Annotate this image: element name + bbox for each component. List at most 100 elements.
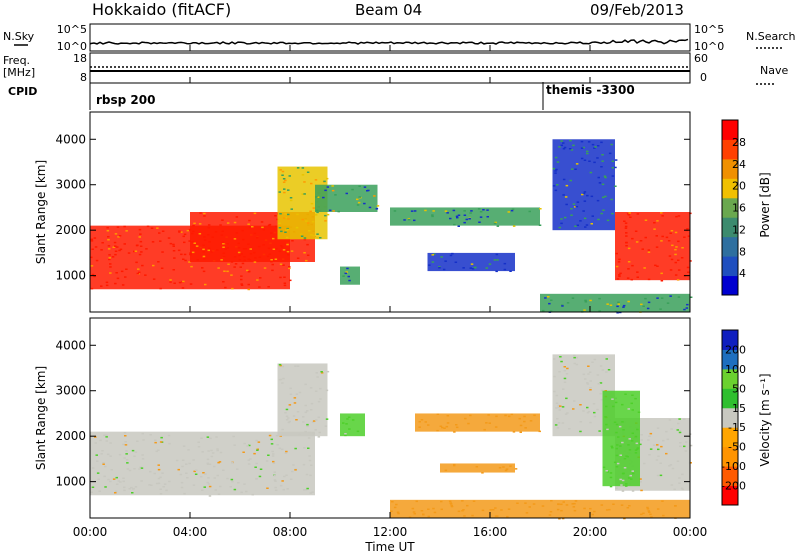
heatmap-speck [686, 266, 690, 269]
colorbar-tick-label: -15 [728, 421, 746, 434]
heatmap-speck [274, 258, 278, 260]
heatmap-speck [133, 468, 136, 470]
colorbar-swatch [722, 217, 738, 238]
heatmap-speck [279, 169, 282, 171]
heatmap-speck [589, 507, 592, 510]
heatmap-speck [120, 270, 124, 273]
heatmap-speck [301, 193, 304, 195]
heatmap-speck [102, 462, 105, 464]
heatmap-speck [661, 235, 664, 238]
heatmap-speck [253, 232, 257, 235]
heatmap-speck [605, 509, 609, 511]
heatmap-speck [681, 488, 685, 491]
heatmap-speck [605, 405, 608, 408]
heatmap-speck [282, 264, 285, 266]
heatmap-speck [677, 296, 681, 298]
heatmap-speck [621, 490, 625, 492]
heatmap-speck [285, 450, 288, 453]
heatmap-speck [278, 222, 281, 225]
heatmap-speck [631, 472, 635, 475]
heatmap-speck [554, 172, 557, 174]
heatmap-speck [301, 218, 304, 221]
heatmap-speck [639, 443, 642, 446]
heatmap-speck [685, 307, 689, 309]
heatmap-speck [138, 228, 142, 231]
heatmap-speck [274, 215, 277, 217]
heatmap-speck [283, 217, 286, 219]
heatmap-speck [304, 430, 307, 433]
heatmap-speck [548, 514, 552, 516]
heatmap-speck [108, 257, 111, 259]
heatmap-speck [203, 215, 206, 217]
heatmap-speck [124, 444, 128, 446]
colorbar-tick-label: 50 [732, 382, 746, 395]
heatmap-speck [573, 356, 576, 359]
heatmap-speck [634, 449, 638, 451]
heatmap-speck [298, 391, 302, 394]
heatmap-speck [259, 468, 263, 470]
heatmap-speck [625, 232, 628, 234]
heatmap-speck [123, 457, 126, 459]
heatmap-speck [509, 270, 512, 272]
heatmap-speck [565, 504, 569, 506]
heatmap-speck [288, 267, 291, 270]
heatmap-speck [557, 422, 561, 424]
heatmap-speck [116, 246, 119, 248]
colorbar-swatch [722, 446, 738, 467]
heatmap-speck [119, 248, 123, 251]
heatmap-speck [575, 363, 579, 366]
heatmap-speck [639, 478, 642, 480]
heatmap-speck [457, 214, 461, 216]
heatmap-speck [283, 188, 286, 190]
heatmap-speck [617, 261, 621, 263]
heatmap-speck [676, 279, 680, 281]
heatmap-speck [96, 472, 100, 474]
heatmap-speck [472, 500, 476, 502]
colorbar-swatch [722, 330, 738, 350]
heatmap-speck [282, 249, 286, 251]
heatmap-speck [647, 249, 651, 251]
heatmap-speck [558, 518, 561, 520]
heatmap-speck [549, 511, 553, 513]
heatmap-speck [271, 263, 274, 266]
heatmap-speck [139, 245, 143, 247]
heatmap-speck [151, 241, 155, 243]
heatmap-speck [609, 485, 613, 488]
heatmap-speck [284, 179, 287, 182]
heatmap-speck [609, 304, 613, 306]
heatmap-speck [478, 221, 481, 223]
heatmap-speck [287, 417, 290, 419]
heatmap-speck [549, 310, 553, 312]
heatmap-speck [678, 418, 681, 420]
heatmap-speck [199, 475, 203, 478]
heatmap-speck [293, 402, 297, 404]
heatmap-speck [112, 478, 116, 480]
heatmap-speck [640, 434, 643, 436]
heatmap-speck [606, 471, 609, 473]
heatmap-speck [576, 224, 579, 226]
heatmap-speck [286, 488, 289, 490]
heatmap-speck [640, 303, 643, 306]
heatmap-speck [248, 226, 252, 229]
colorbar-tick-label: -100 [721, 460, 746, 473]
heatmap-speck [660, 240, 663, 242]
heatmap-speck [294, 447, 297, 450]
heatmap-speck [141, 264, 144, 267]
heatmap-speck [627, 261, 631, 263]
heatmap-speck [393, 210, 397, 212]
heatmap-speck [272, 460, 275, 463]
heatmap-speck [195, 245, 199, 247]
heatmap-speck [512, 225, 516, 227]
heatmap-speck [187, 449, 190, 451]
heatmap-speck [91, 486, 95, 488]
heatmap-speck [461, 510, 464, 512]
heatmap-speck [102, 463, 105, 465]
heatmap-speck [304, 404, 307, 407]
heatmap-speck [312, 420, 316, 422]
heatmap-speck [99, 439, 102, 442]
heatmap-speck [553, 375, 556, 378]
heatmap-speck [687, 271, 690, 273]
heatmap-speck [131, 449, 135, 452]
heatmap-speck [566, 302, 570, 304]
heatmap-speck [411, 507, 415, 510]
